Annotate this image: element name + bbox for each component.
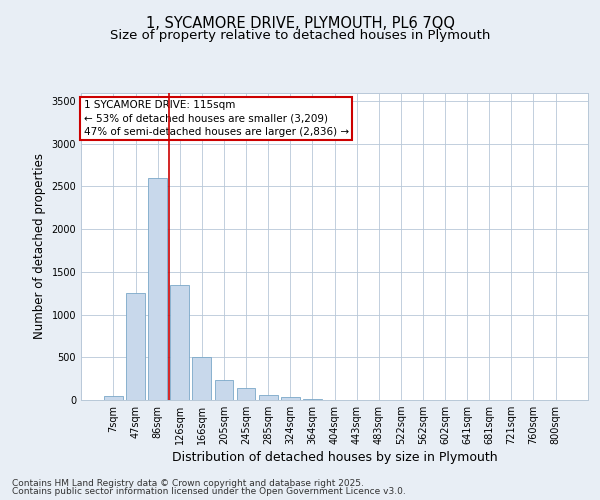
Y-axis label: Number of detached properties: Number of detached properties	[33, 153, 46, 339]
Bar	[259, 396, 278, 400]
Text: Size of property relative to detached houses in Plymouth: Size of property relative to detached ho…	[110, 30, 490, 43]
Text: 1, SYCAMORE DRIVE, PLYMOUTH, PL6 7QQ: 1, SYCAMORE DRIVE, PLYMOUTH, PL6 7QQ	[146, 16, 455, 32]
Bar	[104, 396, 123, 400]
Text: 1 SYCAMORE DRIVE: 115sqm
← 53% of detached houses are smaller (3,209)
47% of sem: 1 SYCAMORE DRIVE: 115sqm ← 53% of detach…	[83, 100, 349, 136]
Bar	[148, 178, 167, 400]
Bar	[126, 293, 145, 400]
Bar	[281, 396, 299, 400]
Bar	[170, 284, 189, 400]
Bar	[215, 380, 233, 400]
Bar	[236, 388, 256, 400]
Bar	[303, 399, 322, 400]
Bar	[193, 358, 211, 400]
X-axis label: Distribution of detached houses by size in Plymouth: Distribution of detached houses by size …	[172, 452, 497, 464]
Text: Contains public sector information licensed under the Open Government Licence v3: Contains public sector information licen…	[12, 487, 406, 496]
Text: Contains HM Land Registry data © Crown copyright and database right 2025.: Contains HM Land Registry data © Crown c…	[12, 478, 364, 488]
